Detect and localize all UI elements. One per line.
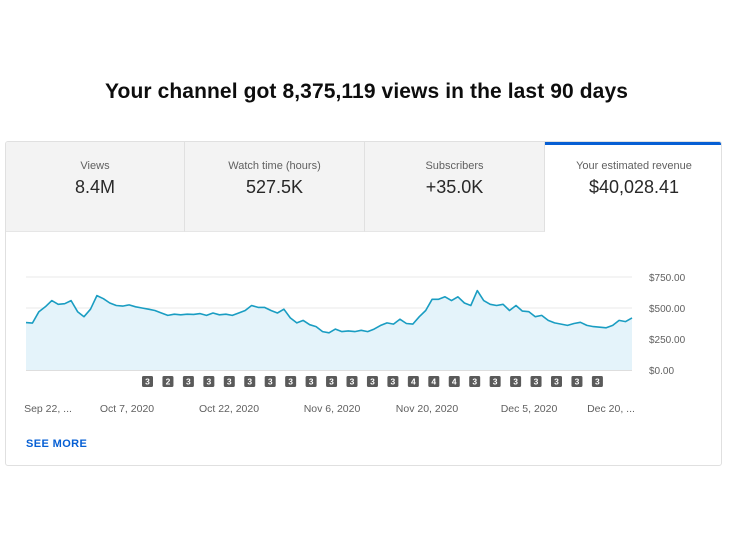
event-marker: 3 — [571, 376, 583, 387]
event-marker-count: 3 — [350, 377, 355, 387]
event-marker-count: 3 — [145, 377, 150, 387]
event-marker: 3 — [326, 376, 338, 387]
event-marker-box — [387, 376, 399, 387]
event-marker-box — [571, 376, 583, 387]
event-marker-box — [244, 376, 256, 387]
event-marker-count: 3 — [186, 377, 191, 387]
tab-views-label: Views — [80, 160, 110, 172]
event-marker: 3 — [510, 376, 522, 387]
event-marker-count: 3 — [206, 377, 211, 387]
event-marker-count: 4 — [431, 377, 436, 387]
event-marker: 3 — [489, 376, 501, 387]
event-marker-box — [407, 376, 419, 387]
event-marker-count: 4 — [411, 377, 416, 387]
event-marker-box — [489, 376, 501, 387]
event-marker: 4 — [448, 376, 460, 387]
event-marker: 3 — [469, 376, 481, 387]
event-marker-box — [469, 376, 481, 387]
x-tick-label: Nov 6, 2020 — [304, 403, 361, 415]
tab-subscribers-label: Subscribers — [425, 160, 484, 172]
event-marker-count: 2 — [166, 377, 171, 387]
event-marker-box — [510, 376, 522, 387]
tab-views-value: 8.4M — [74, 177, 116, 197]
tab-subscribers[interactable]: Subscribers +35.0K — [365, 142, 545, 232]
tab-views[interactable]: Views 8.4M — [6, 142, 185, 232]
event-marker-count: 3 — [329, 377, 334, 387]
event-marker: 3 — [305, 376, 317, 387]
event-marker-count: 3 — [391, 377, 396, 387]
event-marker-box — [366, 376, 378, 387]
analytics-card: Views 8.4M Watch time (hours) 527.5K Sub… — [5, 141, 722, 466]
page-title: Your channel got 8,375,119 views in the … — [104, 80, 629, 103]
event-marker-box — [591, 376, 603, 387]
event-marker-count: 3 — [534, 377, 539, 387]
tab-revenue-label: Your estimated revenue — [576, 160, 692, 172]
event-marker-count: 3 — [370, 377, 375, 387]
event-marker-box — [326, 376, 338, 387]
event-marker-count: 3 — [554, 377, 559, 387]
event-marker: 4 — [428, 376, 440, 387]
event-marker: 3 — [223, 376, 235, 387]
event-marker: 3 — [142, 376, 153, 387]
y-tick-label: $250.00 — [649, 335, 686, 346]
event-marker-count: 3 — [227, 377, 232, 387]
event-marker-box — [551, 376, 562, 387]
tab-watch-time-label: Watch time (hours) — [228, 160, 321, 172]
event-marker: 3 — [264, 376, 276, 387]
event-marker-box — [142, 376, 153, 387]
event-marker-box — [223, 376, 235, 387]
event-marker-count: 3 — [288, 377, 293, 387]
revenue-area — [26, 290, 632, 370]
event-marker-box — [448, 376, 460, 387]
tab-watch-time[interactable]: Watch time (hours) 527.5K — [185, 142, 365, 232]
tab-revenue-value: $40,028.41 — [588, 177, 680, 197]
event-marker-box — [203, 376, 215, 387]
x-tick-label: Oct 7, 2020 — [100, 403, 154, 415]
revenue-line — [25, 289, 633, 334]
y-tick-label: $750.00 — [649, 273, 686, 284]
event-marker: 3 — [203, 376, 215, 387]
event-marker-count: 3 — [309, 377, 314, 387]
tab-watch-time-value: 527.5K — [245, 177, 304, 197]
event-marker: 3 — [387, 376, 399, 387]
event-marker: 3 — [182, 376, 194, 387]
event-marker-box — [346, 376, 358, 387]
event-marker: 4 — [407, 376, 419, 387]
event-marker: 3 — [346, 376, 358, 387]
event-marker-box — [182, 376, 194, 387]
event-marker-box — [264, 376, 276, 387]
x-tick-label: Oct 22, 2020 — [199, 403, 259, 415]
tab-subscribers-value: +35.0K — [425, 177, 484, 197]
y-tick-label: $500.00 — [649, 304, 686, 315]
event-marker: 2 — [162, 376, 174, 387]
event-marker-box — [530, 376, 542, 387]
x-tick-label: Dec 5, 2020 — [501, 403, 558, 415]
event-marker: 3 — [244, 376, 256, 387]
event-marker-box — [428, 376, 440, 387]
event-marker: 3 — [551, 376, 562, 387]
x-tick-label: Sep 22, ... — [24, 403, 72, 415]
event-marker-count: 3 — [247, 377, 252, 387]
event-marker-count: 3 — [472, 377, 477, 387]
event-marker: 3 — [285, 376, 297, 387]
event-marker-box — [285, 376, 297, 387]
event-marker-count: 3 — [268, 377, 273, 387]
see-more-link[interactable]: SEE MORE — [26, 438, 88, 450]
event-marker: 3 — [366, 376, 378, 387]
event-marker-box — [305, 376, 317, 387]
y-tick-label: $0.00 — [649, 366, 674, 377]
revenue-chart: $750.00 $500.00 $250.00 $0.00 3 2 3 3 3 3 3 3 3 3 3 3 3… — [24, 273, 686, 415]
event-marker-box — [162, 376, 174, 387]
event-marker-count: 3 — [595, 377, 600, 387]
tab-estimated-revenue[interactable]: Your estimated revenue $40,028.41 — [545, 142, 721, 232]
metric-tabs: Views 8.4M Watch time (hours) 527.5K Sub… — [6, 142, 721, 233]
x-tick-label: Dec 20, ... — [587, 403, 635, 415]
event-marker-count: 3 — [493, 377, 498, 387]
event-marker-count: 3 — [513, 377, 518, 387]
event-marker: 3 — [591, 376, 603, 387]
x-tick-label: Nov 20, 2020 — [396, 403, 459, 415]
event-marker-count: 3 — [575, 377, 580, 387]
event-marker: 3 — [530, 376, 542, 387]
event-marker-count: 4 — [452, 377, 457, 387]
